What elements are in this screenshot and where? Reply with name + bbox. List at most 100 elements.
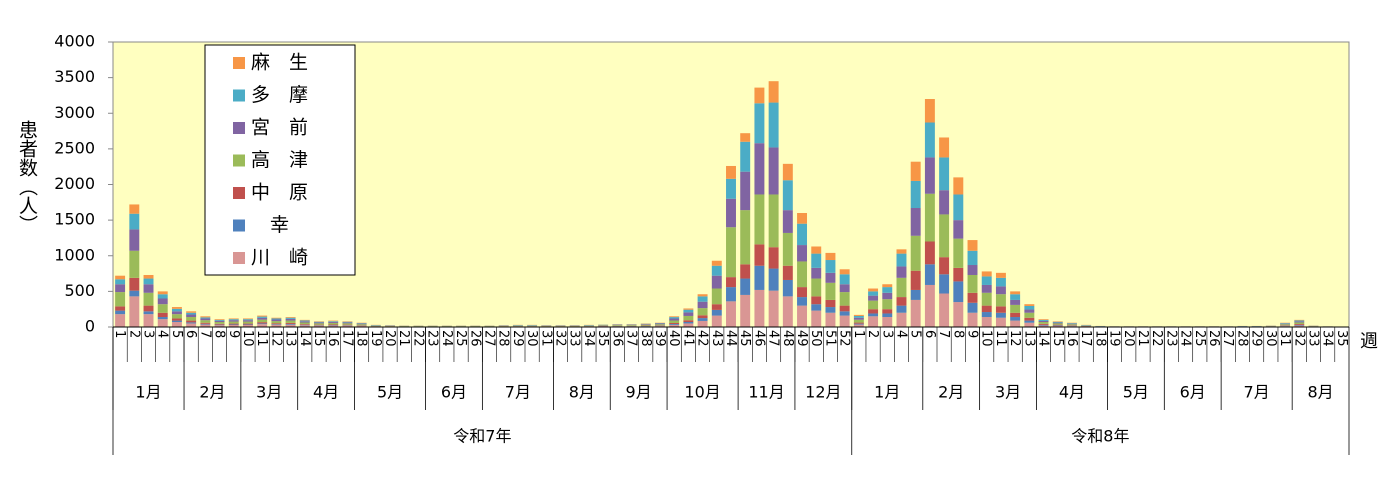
bar-segment [215, 325, 225, 326]
bar-segment [698, 302, 708, 308]
bar-segment [200, 320, 210, 322]
bar-segment [1294, 322, 1304, 324]
bar-segment [840, 311, 850, 315]
bar-segment [982, 317, 992, 327]
bar-segment [868, 301, 878, 310]
bar-segment [982, 271, 992, 276]
bar-segment [982, 285, 992, 293]
bar-segment [683, 322, 693, 323]
bar-segment [868, 313, 878, 316]
bar-segment [158, 299, 168, 305]
bar-segment [712, 310, 722, 316]
x-tick-label: 28 [1234, 330, 1249, 347]
x-tick-label: 1 [851, 330, 866, 338]
x-tick-label: 23 [425, 330, 440, 347]
x-tick-label: 11 [254, 330, 269, 347]
bar-segment [229, 319, 239, 320]
bar-segment [897, 254, 907, 267]
bar-segment [868, 289, 878, 292]
bar-segment [115, 284, 125, 292]
bar-segment [683, 310, 693, 313]
bar-segment [612, 325, 622, 326]
x-tick-label: 9 [226, 330, 241, 338]
bar-segment [129, 251, 139, 278]
x-tick-label: 3 [879, 330, 894, 338]
x-tick-label: 24 [1178, 330, 1193, 347]
bar-segment [158, 291, 168, 294]
x-tick-label: 23 [1163, 330, 1178, 347]
month-label: 12月 [805, 383, 841, 402]
bar-segment [257, 316, 267, 317]
bar-segment [698, 308, 708, 315]
x-tick-label: 7 [936, 330, 951, 338]
bar-segment [769, 247, 779, 268]
x-tick-label: 35 [595, 330, 610, 347]
bar-segment [897, 306, 907, 313]
x-tick-label: 12 [1007, 330, 1022, 347]
bar-segment [726, 199, 736, 228]
bar-segment [754, 244, 764, 265]
bar-segment [911, 208, 921, 236]
x-tick-label: 41 [680, 330, 695, 347]
bar-segment [925, 194, 935, 242]
bar-segment [300, 321, 310, 322]
month-label: 11月 [748, 383, 784, 402]
bar-segment [925, 99, 935, 123]
bar-segment [286, 318, 296, 319]
y-tick-label: 4000 [54, 32, 95, 51]
bar-segment [953, 302, 963, 327]
month-label: 2月 [938, 383, 964, 402]
month-label: 10月 [684, 383, 720, 402]
x-tick-label: 15 [1050, 330, 1065, 347]
bar-segment [257, 317, 267, 318]
month-label: 7月 [1244, 383, 1270, 402]
x-tick-label: 45 [737, 330, 752, 347]
bar-segment [868, 309, 878, 313]
x-tick-label: 8 [950, 330, 965, 338]
bar-segment [186, 313, 196, 315]
x-tick-label: 22 [1149, 330, 1164, 347]
bar-segment [229, 318, 239, 319]
bar-segment [683, 312, 693, 316]
bar-segment [911, 162, 921, 181]
x-tick-label: 40 [666, 330, 681, 347]
x-tick-label: 27 [1220, 330, 1235, 347]
bar-segment [811, 296, 821, 304]
bar-segment [854, 316, 864, 318]
x-tick-label: 17 [1078, 330, 1093, 347]
month-label: 4月 [1059, 383, 1085, 402]
bar-segment [200, 324, 210, 325]
bar-segment [712, 276, 722, 289]
x-tick-label: 31 [1277, 330, 1292, 347]
bar-segment [868, 291, 878, 295]
bar-segment [257, 318, 267, 320]
bar-segment [1039, 320, 1049, 321]
bar-segment [200, 317, 210, 318]
y-tick-label: 3000 [54, 103, 95, 122]
bar-segment [882, 309, 892, 313]
x-tick-label: 24 [439, 330, 454, 347]
bar-segment [783, 280, 793, 296]
bar-segment [144, 284, 154, 293]
x-tick-label: 18 [354, 330, 369, 347]
bar-segment [698, 294, 708, 296]
x-tick-label: 14 [297, 330, 312, 347]
bar-segment [158, 294, 168, 298]
bar-segment [1010, 317, 1020, 321]
x-tick-label: 29 [1249, 330, 1264, 347]
bar-segment [840, 274, 850, 284]
bar-segment [726, 287, 736, 301]
bar-segment [257, 322, 267, 323]
bar-segment [314, 322, 324, 323]
bar-segment [257, 320, 267, 322]
bar-segment [953, 281, 963, 302]
bar-segment [1039, 321, 1049, 322]
bar-segment [797, 261, 807, 287]
month-label: 1月 [135, 383, 161, 402]
x-tick-label: 48 [780, 330, 795, 347]
bar-segment [868, 316, 878, 327]
bar-segment [712, 316, 722, 327]
x-tick-label: 7 [197, 330, 212, 338]
bar-segment [1280, 324, 1290, 325]
x-tick-label: 28 [496, 330, 511, 347]
